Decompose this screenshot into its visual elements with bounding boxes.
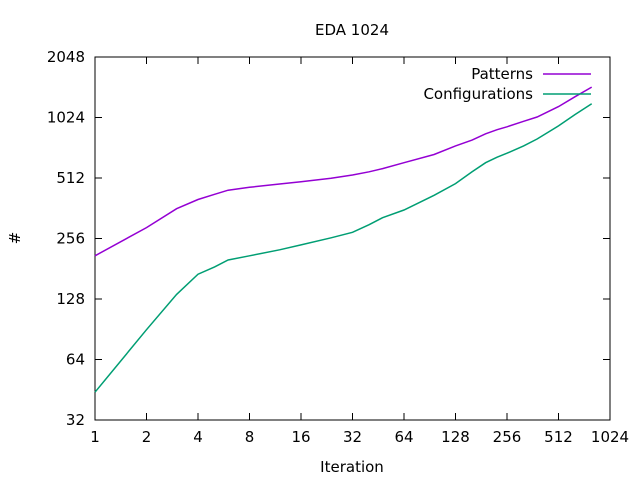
legend-label: Patterns	[471, 65, 533, 83]
y-tick-label: 2048	[47, 48, 85, 66]
x-tick-label: 64	[394, 428, 413, 446]
y-tick-label: 1024	[47, 109, 85, 127]
legend: Patterns Configurations	[423, 65, 591, 103]
x-tick-label: 128	[441, 428, 470, 446]
x-tick-label: 256	[493, 428, 522, 446]
y-tick-label: 512	[56, 169, 85, 187]
plot-frame	[94, 56, 611, 421]
x-tick-label: 512	[544, 428, 573, 446]
x-ticks: 1 2 4 8 16 32 64 128 256 512 1024	[90, 57, 629, 446]
legend-label: Configurations	[423, 85, 533, 103]
series-layer	[94, 86, 593, 393]
series-line-patterns	[94, 86, 593, 257]
x-tick-label: 16	[291, 428, 310, 446]
y-tick-label: 256	[56, 230, 85, 248]
x-tick-label: 1024	[591, 428, 629, 446]
chart-title: EDA 1024	[315, 21, 389, 39]
x-tick-label: 4	[193, 428, 203, 446]
series-line-configurations	[94, 103, 593, 393]
x-tick-label: 8	[245, 428, 255, 446]
x-axis-label: Iteration	[320, 458, 384, 476]
y-tick-label: 32	[66, 411, 85, 429]
x-tick-label: 2	[142, 428, 152, 446]
y-tick-label: 64	[66, 351, 85, 369]
x-tick-label: 1	[90, 428, 100, 446]
y-axis-label: #	[6, 232, 24, 245]
y-ticks: 32 64 128 256 512 1024 2048	[47, 48, 610, 429]
y-tick-label: 128	[56, 290, 85, 308]
x-tick-label: 32	[343, 428, 362, 446]
